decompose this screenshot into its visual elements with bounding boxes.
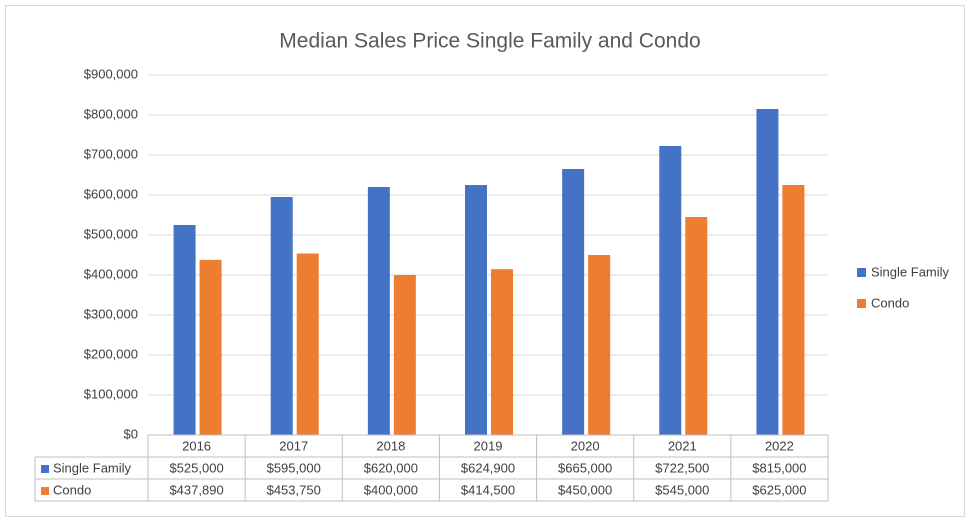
table-value: $620,000 — [364, 460, 418, 475]
table-value: $815,000 — [752, 460, 806, 475]
bar — [393, 275, 416, 435]
y-tick-label: $900,000 — [84, 66, 138, 81]
x-tick-label: 2020 — [571, 438, 600, 453]
chart-title: Median Sales Price Single Family and Con… — [279, 30, 700, 53]
table-value: $414,500 — [461, 482, 515, 497]
bar — [173, 225, 196, 435]
bar — [756, 109, 779, 435]
legend-key — [857, 268, 866, 277]
legend-label: Condo — [871, 295, 909, 310]
x-tick-label: 2019 — [474, 438, 503, 453]
x-tick-label: 2018 — [376, 438, 405, 453]
y-tick-label: $600,000 — [84, 186, 138, 201]
bar — [296, 253, 319, 435]
table-series-name: Single Family — [53, 460, 132, 475]
bar — [588, 255, 611, 435]
y-tick-label: $700,000 — [84, 146, 138, 161]
y-tick-label: $0 — [124, 426, 138, 441]
y-tick-label: $400,000 — [84, 266, 138, 281]
y-tick-label: $800,000 — [84, 106, 138, 121]
bar — [465, 185, 487, 435]
table-value: $595,000 — [267, 460, 321, 475]
table-value: $665,000 — [558, 460, 612, 475]
table-value: $624,900 — [461, 460, 515, 475]
bar — [562, 169, 585, 435]
table-value: $525,000 — [169, 460, 223, 475]
legend-label: Single Family — [871, 264, 950, 279]
bar — [367, 187, 390, 435]
y-tick-label: $100,000 — [84, 386, 138, 401]
table-legend-key — [41, 487, 49, 495]
table-value: $453,750 — [267, 482, 321, 497]
y-tick-label: $500,000 — [84, 226, 138, 241]
bar — [659, 146, 682, 435]
x-tick-label: 2017 — [279, 438, 308, 453]
table-value: $437,890 — [169, 482, 223, 497]
bar — [270, 197, 293, 435]
bar — [491, 269, 513, 435]
table-value: $545,000 — [655, 482, 709, 497]
table-legend-key — [41, 465, 49, 473]
x-tick-label: 2022 — [765, 438, 794, 453]
bar — [782, 185, 805, 435]
bar — [199, 259, 222, 435]
table-value: $722,500 — [655, 460, 709, 475]
x-tick-label: 2016 — [182, 438, 211, 453]
y-tick-label: $300,000 — [84, 306, 138, 321]
table-value: $625,000 — [752, 482, 806, 497]
table-value: $400,000 — [364, 482, 418, 497]
table-series-name: Condo — [53, 482, 91, 497]
bar — [685, 217, 708, 435]
legend-key — [857, 299, 866, 308]
y-tick-label: $200,000 — [84, 346, 138, 361]
x-tick-label: 2021 — [668, 438, 697, 453]
table-value: $450,000 — [558, 482, 612, 497]
